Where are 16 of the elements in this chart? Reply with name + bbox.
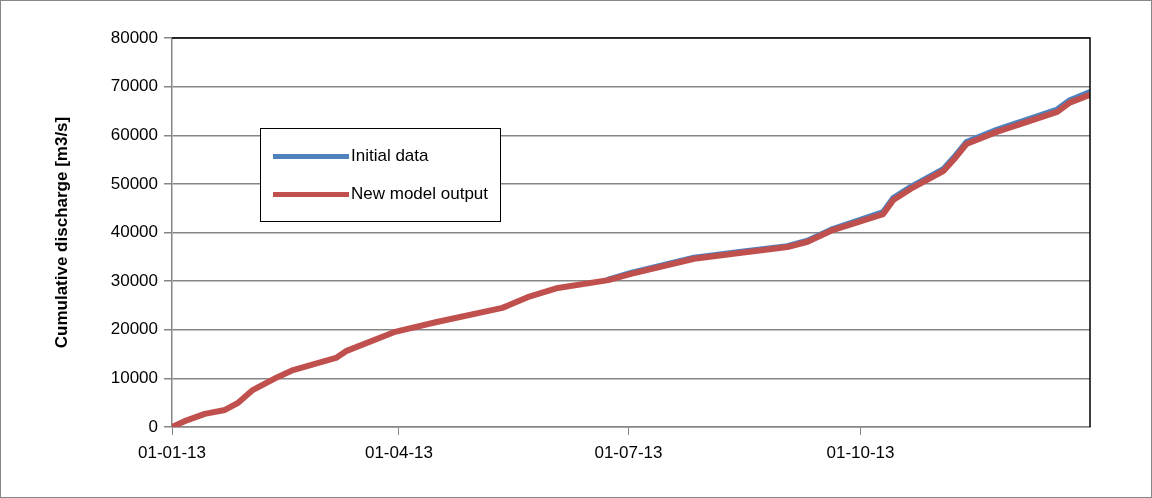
legend-label: New model output	[351, 184, 489, 204]
y-tick-label: 60000	[110, 124, 158, 144]
y-tick-label: 40000	[110, 222, 158, 242]
y-tick-label: 80000	[110, 27, 158, 47]
y-tick-label: 0	[148, 416, 158, 436]
y-tick-label: 50000	[110, 173, 158, 193]
legend-label: Initial data	[351, 146, 429, 166]
y-tick-label: 20000	[110, 319, 158, 339]
y-tick-label: 30000	[110, 270, 158, 290]
y-tick-label: 70000	[110, 76, 158, 96]
x-tick-label: 01-04-13	[364, 442, 434, 462]
y-tick-label: 10000	[110, 368, 158, 388]
x-tick-label: 01-07-13	[594, 442, 663, 462]
y-axis-title: Cumulative discharge [m3/s]	[51, 116, 71, 349]
x-tick-label: 01-10-13	[826, 442, 895, 462]
x-tick-label: 01-01-13	[137, 442, 207, 462]
